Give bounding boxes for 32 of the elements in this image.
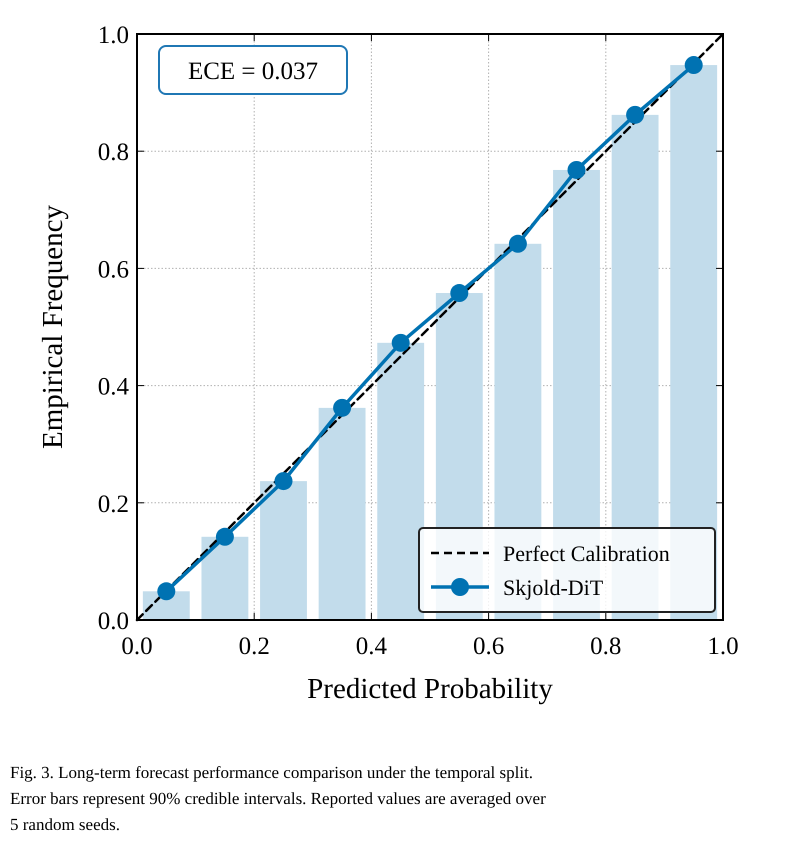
point [157,582,176,600]
caption: Fig. 3. Long-term forecast performance comparison under the temporal split. Error bars represent 90% credible intervals. Reported values are averaged over 5 random seeds. [10,763,546,834]
annotation: ECE = 0.037 [188,58,318,85]
y-tick-label: 0.2 [98,490,129,518]
x-tick-label: 0.8 [590,633,622,660]
point [684,56,703,74]
y-tick-label: 1.0 [98,22,129,49]
bar [318,408,366,620]
point [333,398,352,417]
legend-label: Skjold-DiT [503,575,604,600]
bar [260,481,307,620]
y-tick-label: 0.6 [98,256,129,284]
x-tick-label: 1.0 [707,633,739,660]
bar [201,536,248,620]
point [274,472,292,490]
point [568,160,586,179]
y-tick-label: 0.8 [98,139,129,166]
y-tick-label: 0.0 [98,608,129,635]
x-tick-label: 0.0 [121,633,153,660]
x-tick-label: 0.4 [356,633,388,660]
x-tick-label: 0.6 [472,633,504,660]
x-tick-label: 0.2 [238,633,270,660]
y-tick-label: 0.4 [98,374,130,401]
point [392,334,410,352]
point [216,528,234,546]
legend-label: Perfect Calibration [503,541,670,566]
point [626,106,644,124]
point [450,284,468,302]
y-axis-title: Empirical Frequency [37,204,69,449]
x-axis-title: Predicted Probability [307,673,554,705]
bar [377,342,424,620]
point [508,234,527,253]
